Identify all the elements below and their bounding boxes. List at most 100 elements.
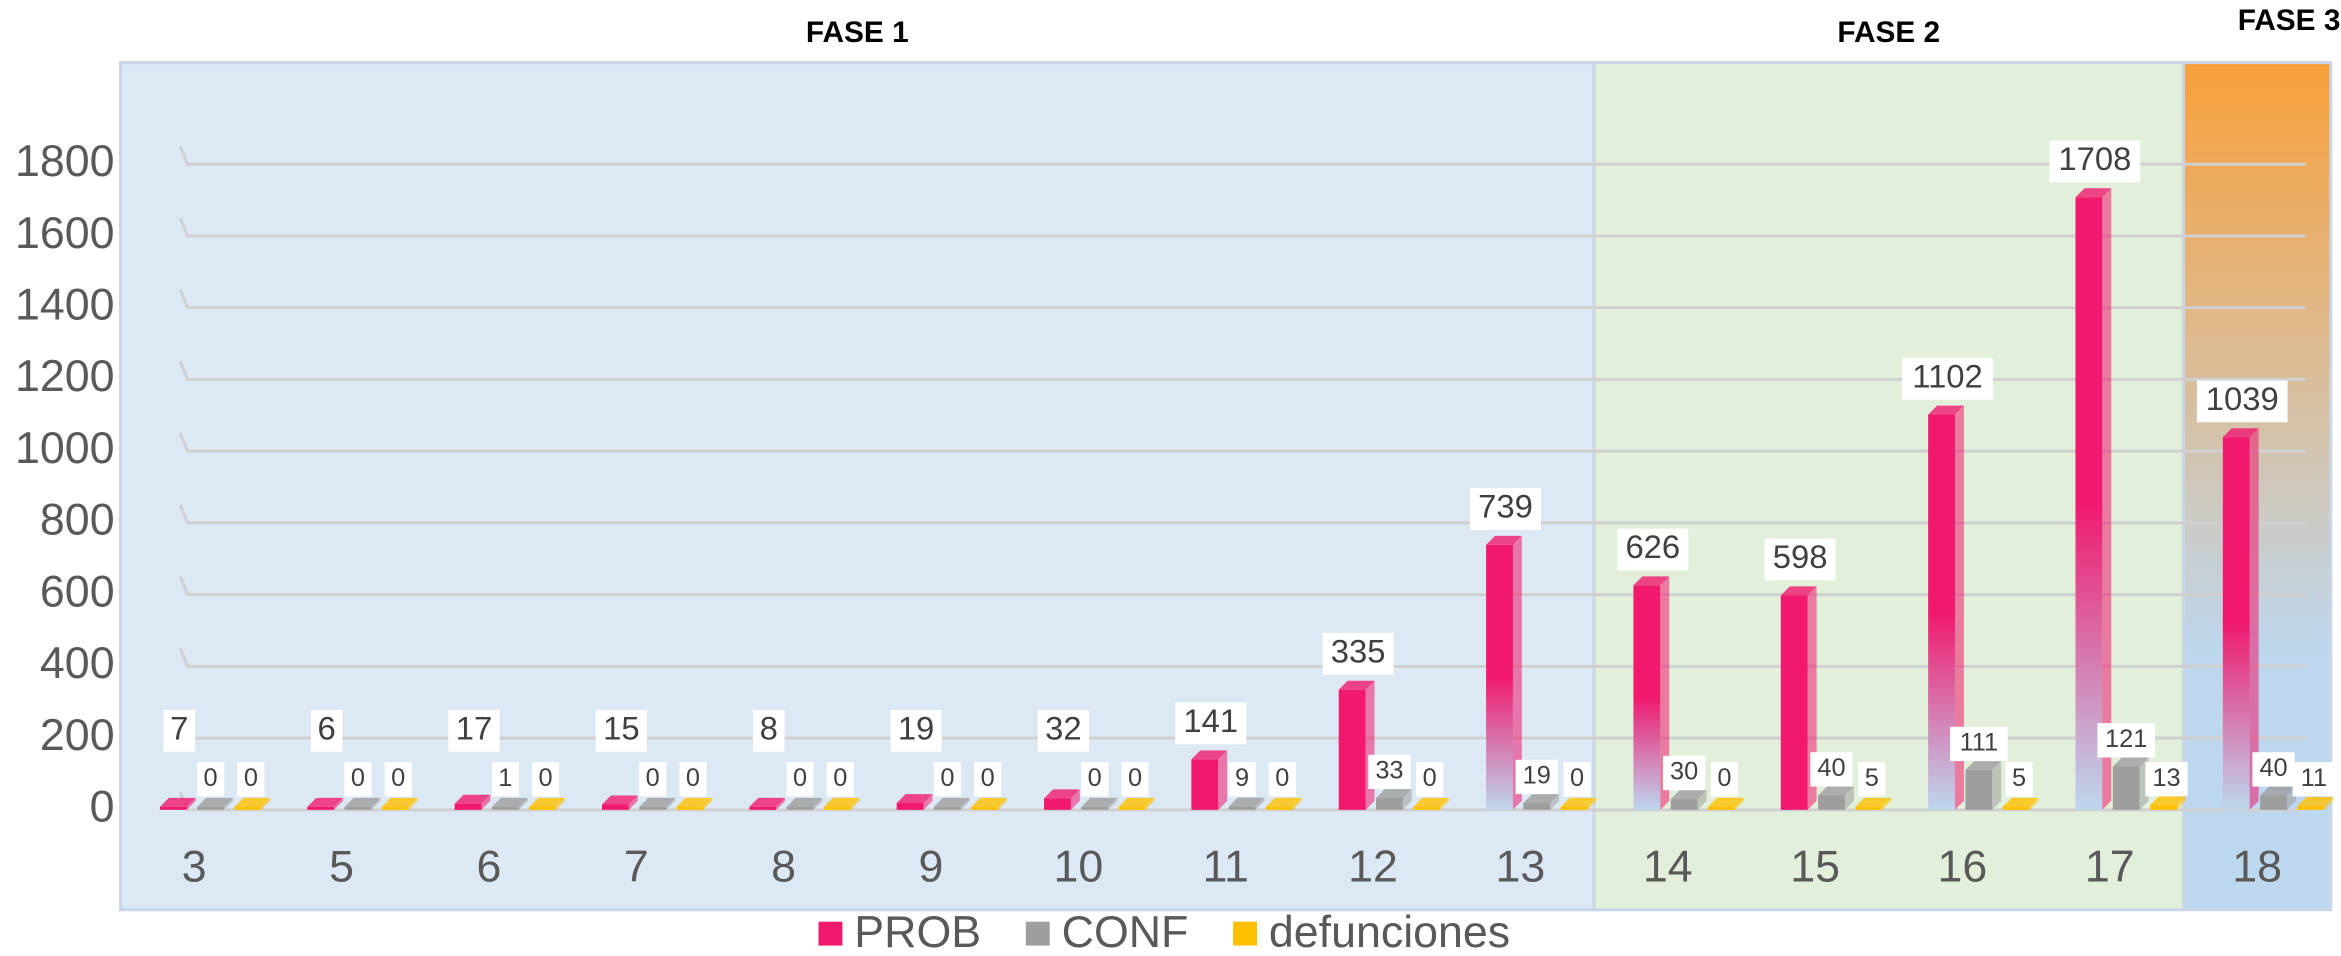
bar-side bbox=[1954, 405, 1964, 810]
bar-side bbox=[2102, 188, 2112, 810]
value-label-box bbox=[639, 762, 667, 797]
bar-side bbox=[1292, 797, 1302, 810]
value-label: 626 bbox=[1625, 528, 1680, 565]
bar-side bbox=[1660, 576, 1670, 810]
value-label-box bbox=[974, 762, 1002, 797]
value-label-box bbox=[2292, 762, 2336, 797]
bar bbox=[1413, 806, 1441, 810]
bar-top bbox=[307, 797, 344, 807]
bar-side bbox=[2176, 796, 2186, 810]
value-label: 15 bbox=[603, 709, 639, 746]
grid-line bbox=[178, 647, 2306, 668]
bar-top bbox=[1265, 797, 1302, 807]
value-label-box bbox=[2049, 140, 2141, 183]
grid-line bbox=[178, 145, 2306, 166]
x-tick-label: 8 bbox=[771, 841, 796, 891]
bar-top bbox=[1560, 797, 1597, 807]
bar bbox=[1855, 806, 1883, 810]
bar bbox=[2002, 806, 2030, 810]
value-label: 0 bbox=[1088, 764, 1102, 792]
value-label-box bbox=[2145, 761, 2188, 797]
bar bbox=[601, 804, 629, 810]
phase-label: FASE 1 bbox=[806, 16, 909, 49]
value-label-box bbox=[1515, 759, 1558, 795]
bar-top bbox=[491, 797, 528, 807]
phase-label: FASE 3 bbox=[2238, 4, 2341, 37]
value-label: 141 bbox=[1183, 702, 1238, 739]
bar-top bbox=[2112, 757, 2149, 767]
bar bbox=[1044, 798, 1071, 810]
value-label: 9 bbox=[1235, 764, 1249, 792]
legend-swatch bbox=[1233, 921, 1257, 946]
bar bbox=[2222, 437, 2250, 810]
x-tick-label: 3 bbox=[182, 841, 207, 891]
bar-top bbox=[234, 797, 271, 807]
value-label: 0 bbox=[351, 764, 365, 792]
bar bbox=[1118, 806, 1146, 810]
grid-line bbox=[178, 432, 2306, 453]
bar-top bbox=[197, 797, 233, 807]
bar-top bbox=[1965, 761, 2002, 771]
value-label-box bbox=[1368, 754, 1411, 790]
value-label: 1 bbox=[498, 764, 512, 792]
value-label: 0 bbox=[940, 764, 954, 792]
bar-top bbox=[1191, 750, 1228, 760]
bar-side bbox=[261, 797, 271, 810]
bar bbox=[1486, 544, 1513, 810]
y-tick-label: 800 bbox=[40, 495, 115, 545]
legend-label: defunciones bbox=[1269, 907, 1510, 956]
bar-top bbox=[1413, 797, 1450, 807]
y-tick-label: 1400 bbox=[15, 279, 115, 329]
bar-top bbox=[2297, 796, 2334, 806]
bar-side bbox=[186, 797, 196, 810]
value-label: 19 bbox=[898, 709, 934, 746]
value-label-box bbox=[1268, 762, 1296, 797]
value-label: 598 bbox=[1773, 538, 1828, 575]
bar-side bbox=[1255, 797, 1265, 810]
bar-top bbox=[2260, 786, 2296, 796]
value-label-box bbox=[1563, 762, 1591, 797]
bar-side bbox=[1145, 797, 1155, 810]
bar-top bbox=[1633, 576, 1670, 586]
grid-line bbox=[178, 576, 2306, 597]
value-label-box bbox=[1764, 538, 1836, 581]
bar bbox=[1708, 806, 1735, 810]
value-label-box bbox=[532, 762, 560, 797]
bar-side bbox=[224, 797, 233, 810]
bar-top bbox=[1118, 797, 1155, 807]
bar-top bbox=[2150, 796, 2186, 806]
bar-side bbox=[1108, 797, 1118, 810]
bar bbox=[639, 806, 667, 810]
bar bbox=[823, 806, 851, 810]
value-label: 40 bbox=[1817, 754, 1845, 782]
value-label: 0 bbox=[1423, 764, 1437, 792]
value-label: 40 bbox=[2259, 754, 2287, 782]
value-label: 0 bbox=[981, 764, 995, 792]
value-label: 17 bbox=[456, 709, 492, 746]
legend-label: PROB bbox=[854, 907, 981, 956]
bar bbox=[786, 806, 814, 810]
bar bbox=[1191, 759, 1219, 810]
value-label-box bbox=[1662, 755, 1706, 791]
bar-side bbox=[481, 794, 491, 810]
bar bbox=[1560, 806, 1588, 810]
bar-top bbox=[381, 797, 418, 807]
value-label: 1708 bbox=[2058, 140, 2131, 177]
value-label-box bbox=[1950, 726, 2008, 762]
bar bbox=[381, 806, 409, 810]
value-label: 5 bbox=[1865, 764, 1879, 792]
bar-side bbox=[1734, 797, 1744, 810]
bar bbox=[2150, 805, 2177, 810]
bar-top bbox=[2075, 188, 2112, 198]
phase-label: FASE 2 bbox=[1837, 16, 1940, 49]
y-tick-label: 1800 bbox=[15, 136, 115, 186]
bar-side bbox=[703, 797, 713, 810]
value-label: 0 bbox=[539, 764, 553, 792]
bar bbox=[234, 806, 262, 810]
legend-swatch bbox=[818, 921, 843, 946]
x-tick-label: 16 bbox=[1938, 841, 1988, 891]
value-label-box bbox=[384, 762, 412, 797]
bar bbox=[197, 806, 225, 810]
x-tick-label: 5 bbox=[329, 841, 354, 891]
y-tick-label: 200 bbox=[40, 710, 115, 760]
